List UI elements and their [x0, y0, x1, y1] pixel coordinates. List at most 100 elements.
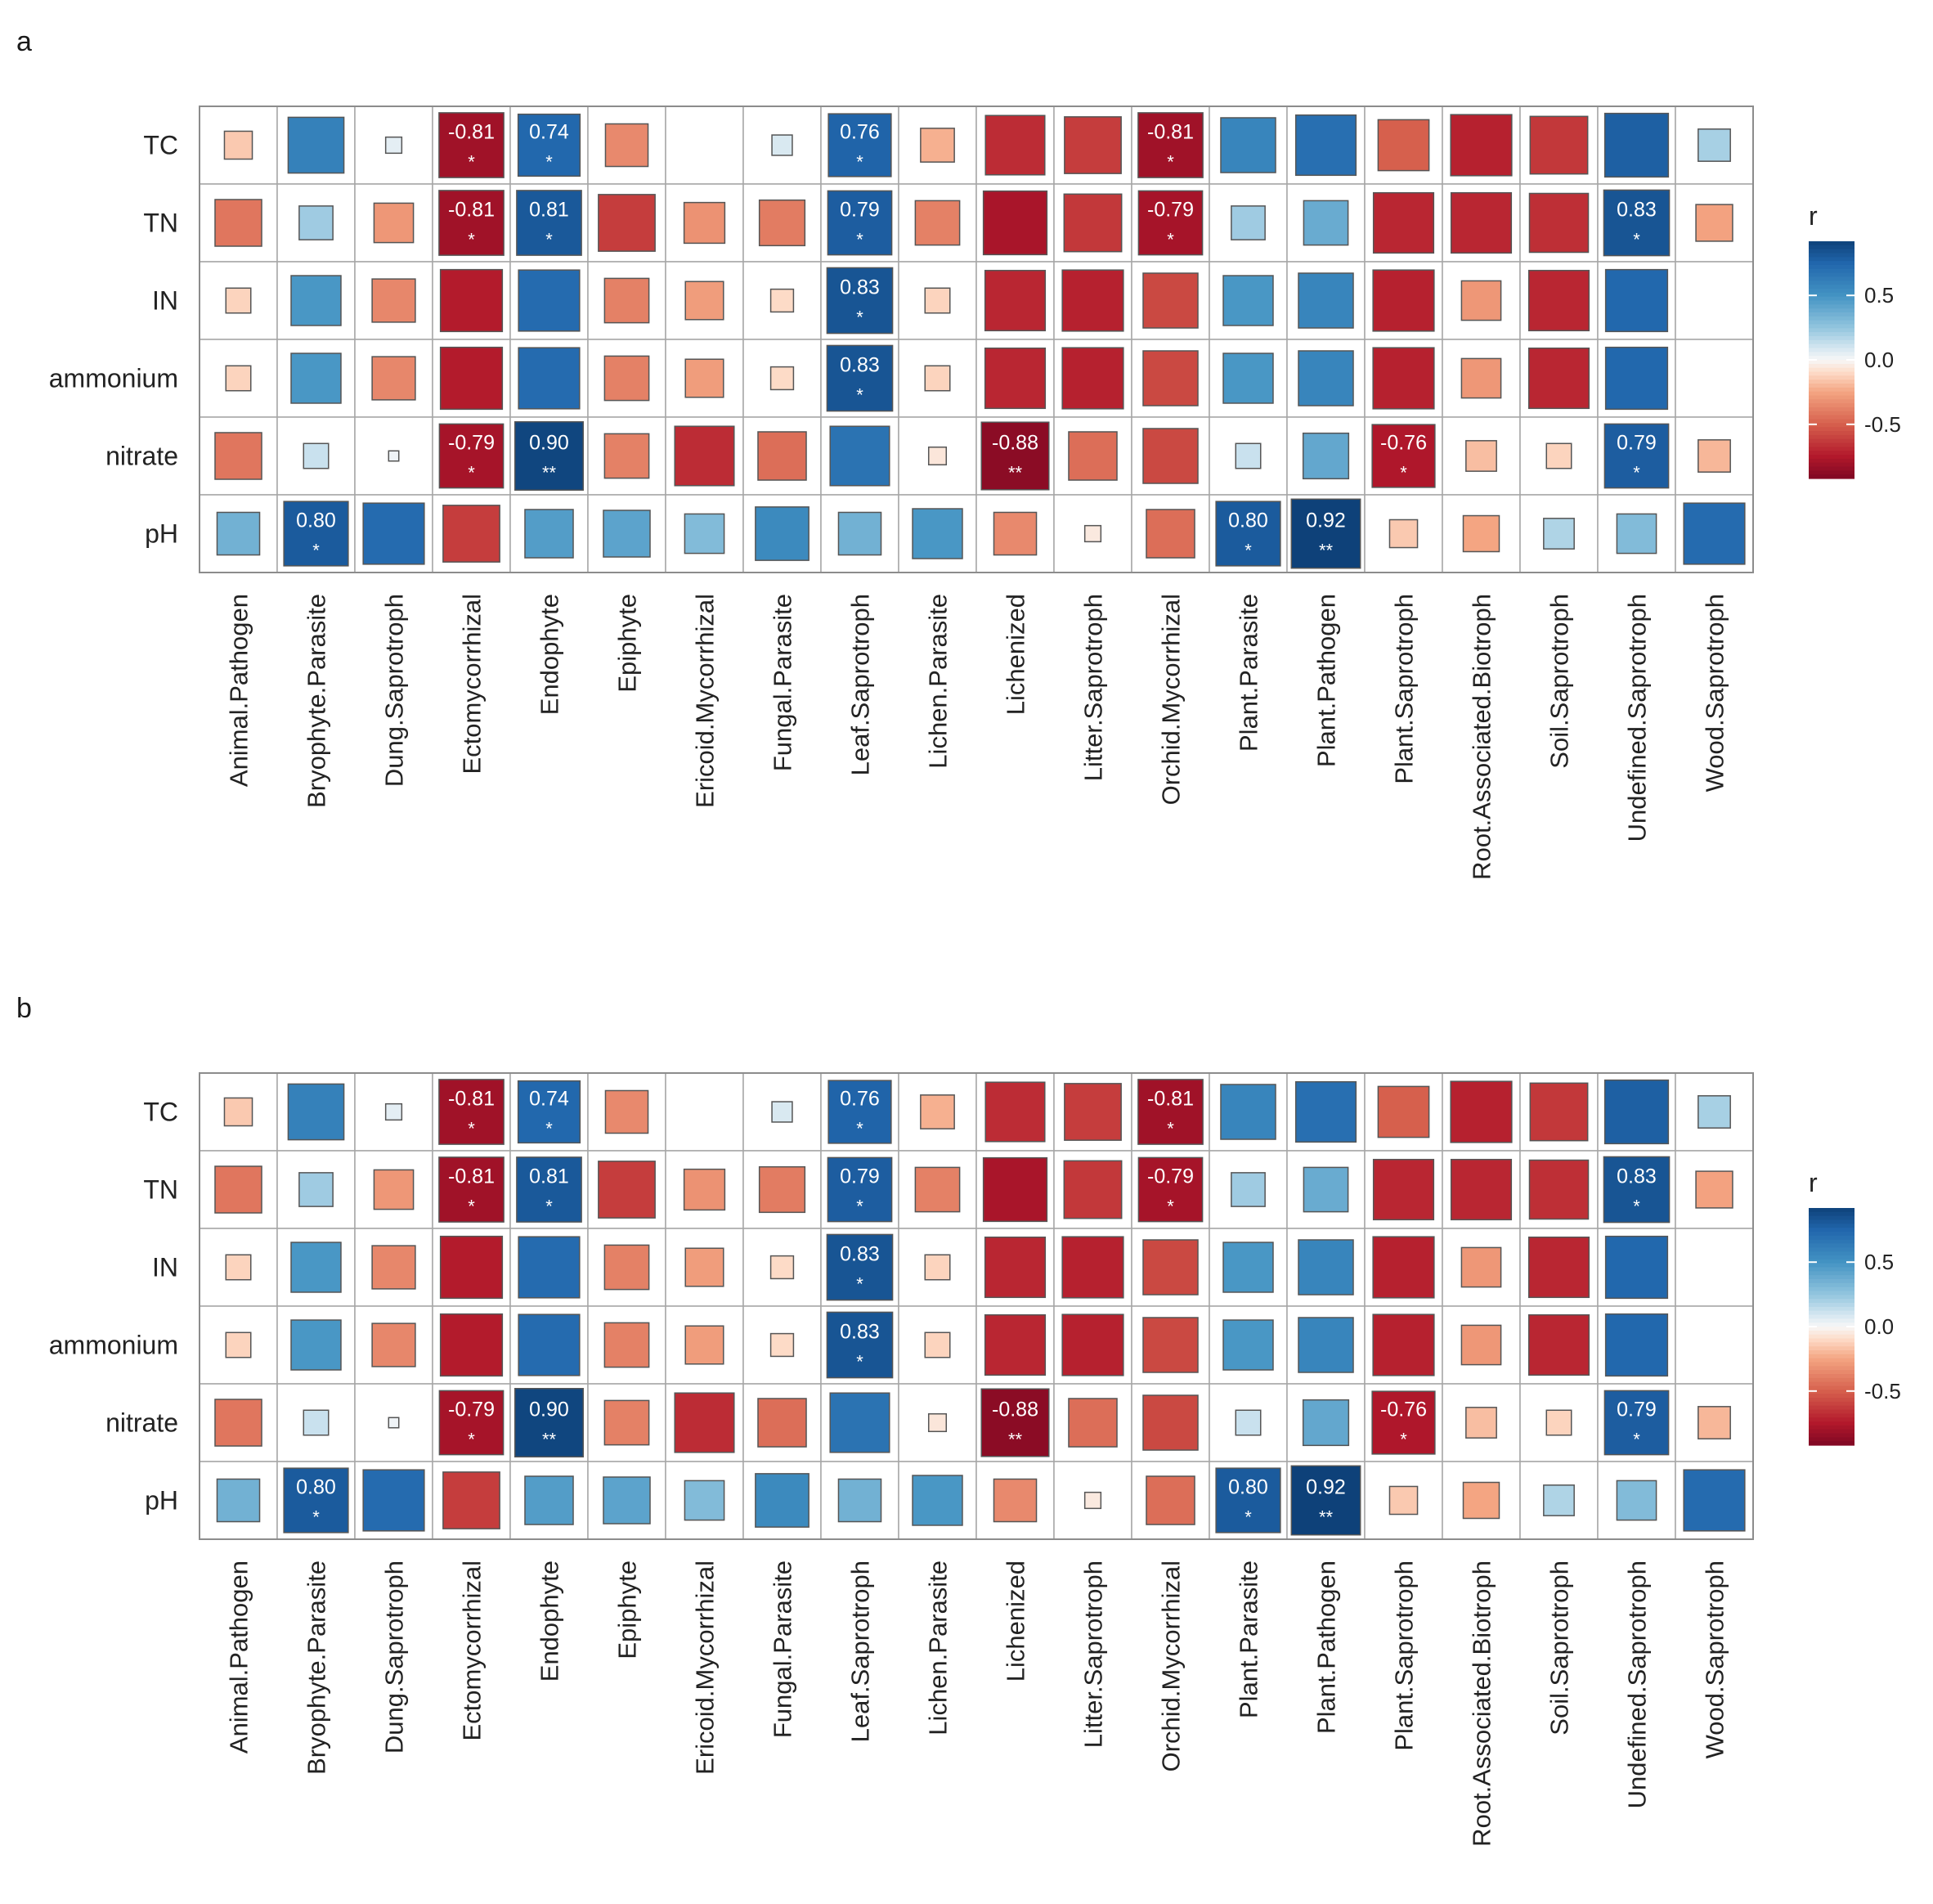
grid-cell: [276, 1228, 356, 1307]
cell-square: [1527, 1236, 1590, 1299]
legend-colorbar-segment: [1809, 312, 1855, 317]
cell-square: [758, 199, 806, 247]
legend-colorbar-segment: [1809, 1259, 1855, 1264]
row-label: pH: [145, 1486, 178, 1516]
legend-colorbar-segment: [1809, 419, 1855, 424]
grid-cell: [665, 1072, 744, 1152]
legend-colorbar-segment: [1809, 1303, 1855, 1308]
cell-square: [684, 513, 725, 555]
cell-square: [290, 1242, 342, 1293]
cell-value-label: 0.79: [1617, 1399, 1657, 1421]
legend-colorbar-segment: [1809, 1425, 1855, 1430]
legend: r 0.5 0.0 -0.5: [1809, 201, 1901, 479]
cell-square: [290, 275, 342, 326]
cell-square: [826, 267, 894, 335]
cell-square: [684, 358, 724, 398]
cell-square: [1465, 440, 1497, 472]
cell-square: [1545, 1409, 1572, 1436]
cell-square: [283, 1467, 349, 1534]
cell-significance: *: [468, 1197, 475, 1217]
cell-square: [1372, 269, 1435, 332]
cell-square: [1068, 431, 1118, 481]
legend-colorbar-segment: [1809, 304, 1855, 309]
legend-colorbar-segment: [1809, 253, 1855, 258]
cell-square: [439, 346, 504, 411]
legend-colorbar-segment: [1809, 447, 1855, 451]
cell-significance: **: [542, 463, 557, 483]
cell-square: [993, 1478, 1038, 1523]
legend-colorbar-segment: [1809, 320, 1855, 326]
cell-square: [303, 442, 330, 469]
cell-square: [1235, 1409, 1262, 1436]
cell-square: [371, 1322, 416, 1367]
cell-significance: *: [856, 230, 863, 250]
cell-square: [214, 1399, 262, 1447]
row-label: ammonium: [49, 1331, 178, 1360]
cell-value-label: -0.79: [1147, 199, 1194, 222]
cell-square: [225, 1254, 252, 1281]
legend-colorbar-segment: [1809, 328, 1855, 333]
cell-square: [518, 269, 581, 332]
cell-square: [514, 1388, 584, 1457]
cell-square: [598, 1161, 656, 1219]
cell-square: [442, 505, 500, 563]
cell-square: [1222, 275, 1274, 326]
row-label: IN: [152, 1253, 178, 1282]
cell-square: [1616, 1480, 1657, 1521]
legend-colorbar-segment: [1809, 360, 1855, 365]
cell-square: [912, 1475, 963, 1526]
legend-colorbar-segment: [1809, 466, 1855, 471]
cell-square: [438, 112, 505, 178]
cell-value-label: -0.79: [448, 1399, 495, 1421]
cell-square: [1302, 1399, 1350, 1447]
cell-square: [1528, 192, 1590, 254]
cell-square: [1220, 1084, 1276, 1140]
cell-square: [1603, 112, 1670, 178]
legend-colorbar-segment: [1809, 308, 1855, 313]
legend-colorbar-segment: [1809, 257, 1855, 262]
cell-square: [1146, 1475, 1195, 1525]
column-label: Bryophyte.Parasite: [303, 1560, 331, 1775]
cell-significance: **: [1008, 463, 1023, 483]
column-label: Plant.Parasite: [1235, 1560, 1263, 1718]
cell-square: [1529, 115, 1589, 175]
cell-square: [1450, 1158, 1513, 1221]
cell-square: [1543, 518, 1575, 550]
cell-value-label: -0.81: [448, 121, 495, 144]
column-label: Epiphyte: [613, 1560, 642, 1659]
legend-colorbar-segment: [1809, 316, 1855, 321]
legend-colorbar-segment: [1809, 1330, 1855, 1336]
legend-tick-label: 0.5: [1864, 283, 1894, 308]
legend-colorbar-segment: [1809, 356, 1855, 361]
cell-square: [1527, 1313, 1590, 1376]
cell-square: [287, 116, 345, 174]
cell-square: [1294, 114, 1357, 177]
cell-value-label: 0.76: [840, 121, 880, 144]
cell-square: [1460, 357, 1502, 399]
cell-square: [516, 1156, 582, 1223]
cell-square: [1222, 1242, 1274, 1293]
cell-square: [837, 1478, 882, 1523]
legend-colorbar-segment: [1809, 423, 1855, 428]
legend-colorbar-segment: [1809, 375, 1855, 380]
cell-significance: *: [1633, 1197, 1640, 1217]
cell-significance: *: [468, 152, 475, 173]
legend-colorbar-segment: [1809, 1394, 1855, 1399]
cell-square: [603, 277, 650, 324]
cell-square: [1462, 514, 1500, 553]
legend-colorbar-segment: [1809, 387, 1855, 393]
cell-square: [982, 1156, 1048, 1223]
cell-significance: *: [312, 1507, 320, 1528]
grid-border: [199, 106, 1754, 573]
cell-significance: *: [468, 230, 475, 250]
grid-cell: [665, 106, 744, 185]
cell-square: [1388, 519, 1419, 549]
legend-colorbar-segment: [1809, 1211, 1855, 1217]
cell-square: [1303, 200, 1349, 246]
legend-title: r: [1809, 1168, 1818, 1197]
cell-square: [837, 511, 882, 556]
legend-colorbar-segment: [1809, 249, 1855, 254]
cell-square: [1137, 190, 1204, 256]
cell-square: [598, 194, 656, 252]
cell-square: [1372, 191, 1435, 254]
